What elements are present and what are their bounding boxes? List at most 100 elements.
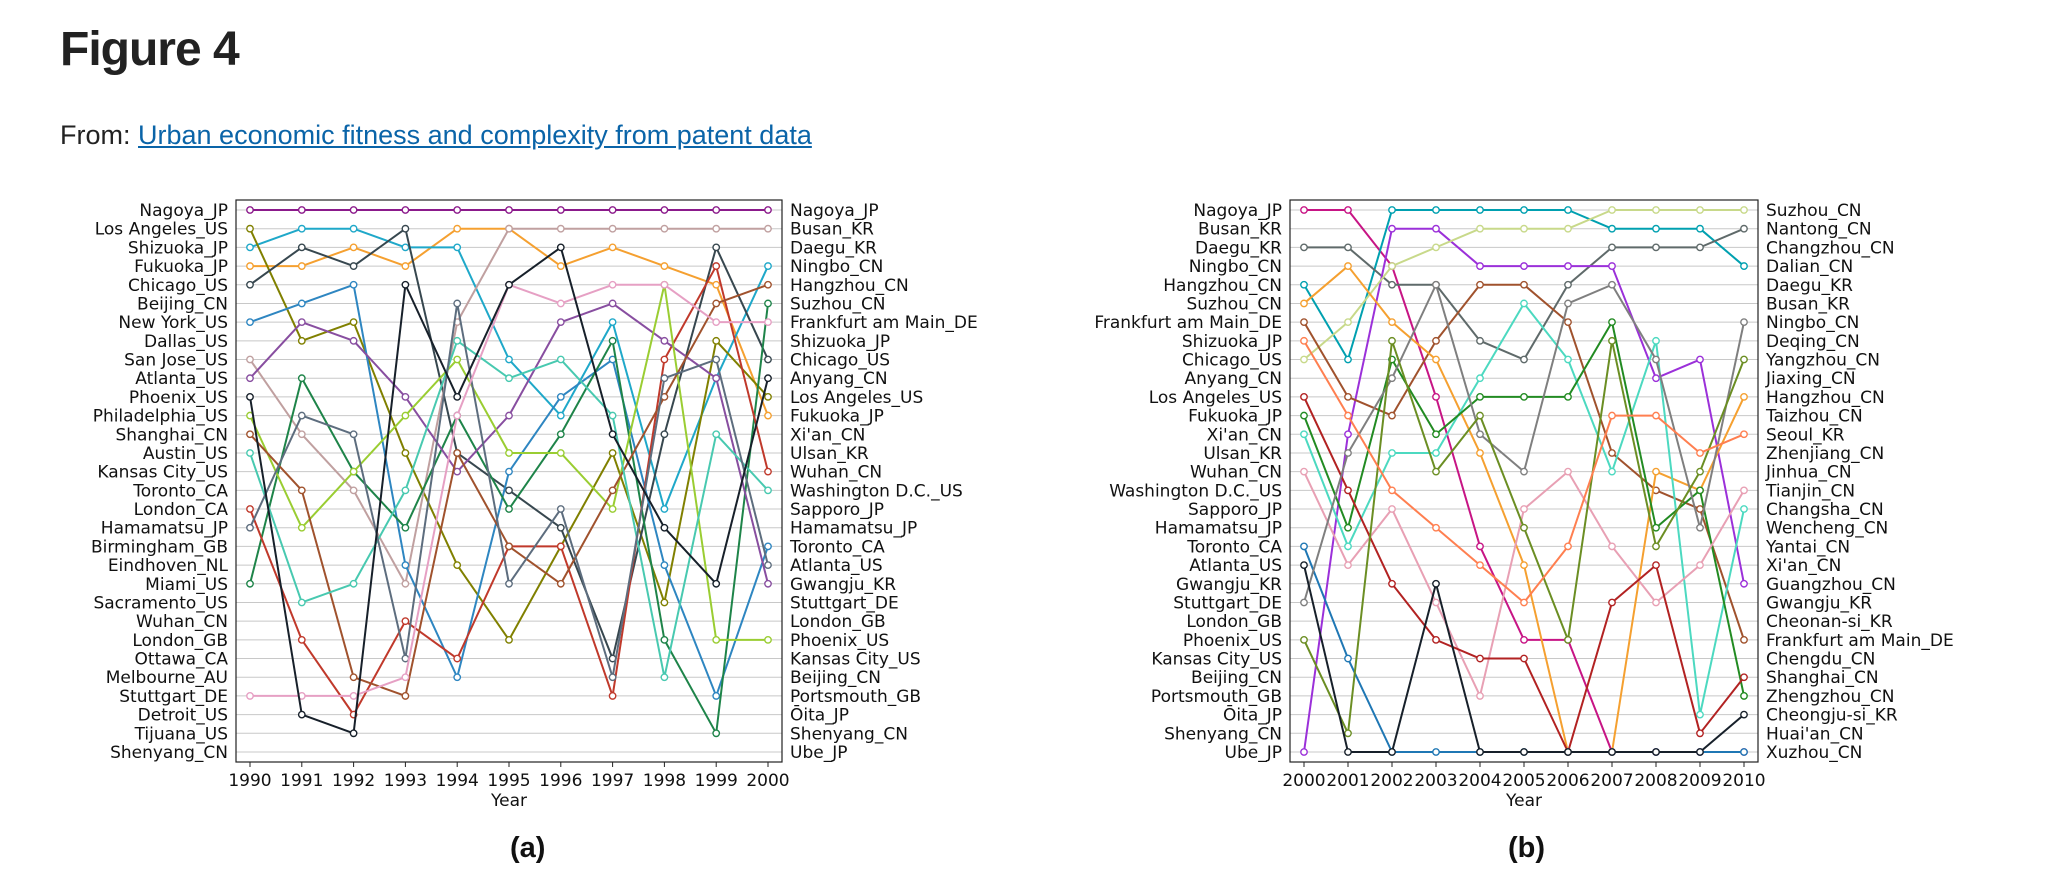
data-point [660,505,669,513]
data-point [712,355,721,364]
data-point [1652,748,1660,756]
right-tick-label: Phoenix_US [790,631,889,651]
data-point [246,579,254,588]
right-tick-label: Xi'an_CN [790,425,865,445]
left-tick-label: Philadelphia_US [93,407,228,427]
x-axis: 2000 2001 2002 2003 2004 2005 2006 2007 2008 2009… [1282,762,1766,811]
data-point [556,505,565,513]
data-point [1300,635,1308,644]
left-tick-label: Phoenix_US [129,388,228,408]
data-point [297,430,306,439]
left-tick-label: Nagoya_JP [1193,201,1282,221]
data-point [1740,635,1748,644]
left-tick-label: Ōita_JP [1223,704,1282,726]
data-point [1432,355,1440,364]
left-tick-label: Shizuoka_JP [1182,332,1282,352]
left-tick-label: Ulsan_KR [1203,444,1282,464]
data-point [556,542,565,551]
right-tick-label: Xi'an_CN [1766,556,1841,576]
left-tick-label: Los Angeles_US [95,220,228,240]
right-tick-label: Hamamatsu_JP [790,519,917,539]
data-point [505,280,513,289]
data-point [1740,206,1748,214]
data-point [1740,224,1748,233]
data-point [1564,206,1572,214]
data-point [1388,206,1396,214]
right-tick-label: Hangzhou_CN [1766,388,1885,408]
data-point [712,692,721,700]
x-tick-label: 1992 [332,771,375,791]
data-point [1740,355,1748,364]
right-tick-label: Yangzhou_CN [1765,351,1880,371]
data-point [1476,430,1484,439]
data-point [1388,505,1396,513]
panel-label-b: (b) [1508,832,1546,864]
data-point [1696,505,1704,513]
data-point [401,486,410,495]
left-tick-label: Miami_US [145,575,228,595]
x-tick-label: 1999 [695,771,738,791]
data-point [1520,392,1528,401]
data-point [1608,224,1616,233]
right-tick-label: Anyang_CN [790,369,888,389]
left-tick-label: Busan_KR [1198,220,1282,240]
data-point [1696,748,1704,756]
data-point [505,411,513,420]
right-tick-label: Seoul_KR [1766,425,1845,445]
data-point [505,505,513,513]
data-point [712,635,721,644]
data-point [764,318,772,327]
right-tick-label: Zhengzhou_CN [1766,687,1894,707]
data-point [1344,449,1352,457]
right-tick-labels: Suzhou_CNNantong_CNChangzhou_CNDalian_CN… [1765,201,1954,763]
data-point [1388,411,1396,420]
from-label: From: [60,120,131,150]
data-point [246,243,254,252]
data-point [1300,748,1308,756]
right-tick-label: Busan_KR [790,220,874,240]
data-point [1344,561,1352,570]
bump-chart-b: Nagoya_JPBusan_KRDaegu_KRNingbo_CNHangzh… [1094,199,1954,811]
x-tick-label: 2003 [1414,771,1457,791]
x-tick-label: 1993 [384,771,427,791]
data-point [453,654,462,663]
data-point [1696,561,1704,570]
data-point [505,635,513,644]
data-point [608,486,617,495]
right-tick-label: Frankfurt am Main_DE [1766,631,1954,651]
data-point [401,579,410,588]
left-tick-label: Washington D.C._US [1109,481,1282,501]
data-point [246,430,254,439]
left-tick-label: Wuhan_CN [1190,463,1282,483]
data-point [1476,374,1484,383]
data-point [660,598,669,607]
left-tick-label: Toronto_CA [1186,537,1282,557]
data-point [297,336,306,345]
data-point [401,617,410,626]
right-tick-label: Shenyang_CN [790,724,908,744]
data-point [764,280,772,289]
data-point [297,635,306,644]
data-point [401,224,410,233]
article-link[interactable]: Urban economic fitness and complexity fr… [138,120,812,150]
data-point [1300,392,1308,401]
data-point [401,449,410,457]
data-point [349,336,358,345]
data-point [1388,336,1396,345]
left-tick-label: Atlanta_US [135,369,228,389]
data-point [1432,243,1440,252]
data-point [608,224,617,233]
data-point [1388,318,1396,327]
data-point [1520,561,1528,570]
figure-title: Figure 4 [60,23,240,76]
data-point [1300,430,1308,439]
x-tick-label: 1995 [487,771,530,791]
data-point [453,673,462,682]
data-point [1432,748,1440,756]
data-point [505,224,513,233]
data-point [660,355,669,364]
left-tick-label: Shenyang_CN [1164,724,1282,744]
data-point [1652,411,1660,420]
data-point [1564,635,1572,644]
left-tick-label: Daegu_KR [1195,238,1282,258]
